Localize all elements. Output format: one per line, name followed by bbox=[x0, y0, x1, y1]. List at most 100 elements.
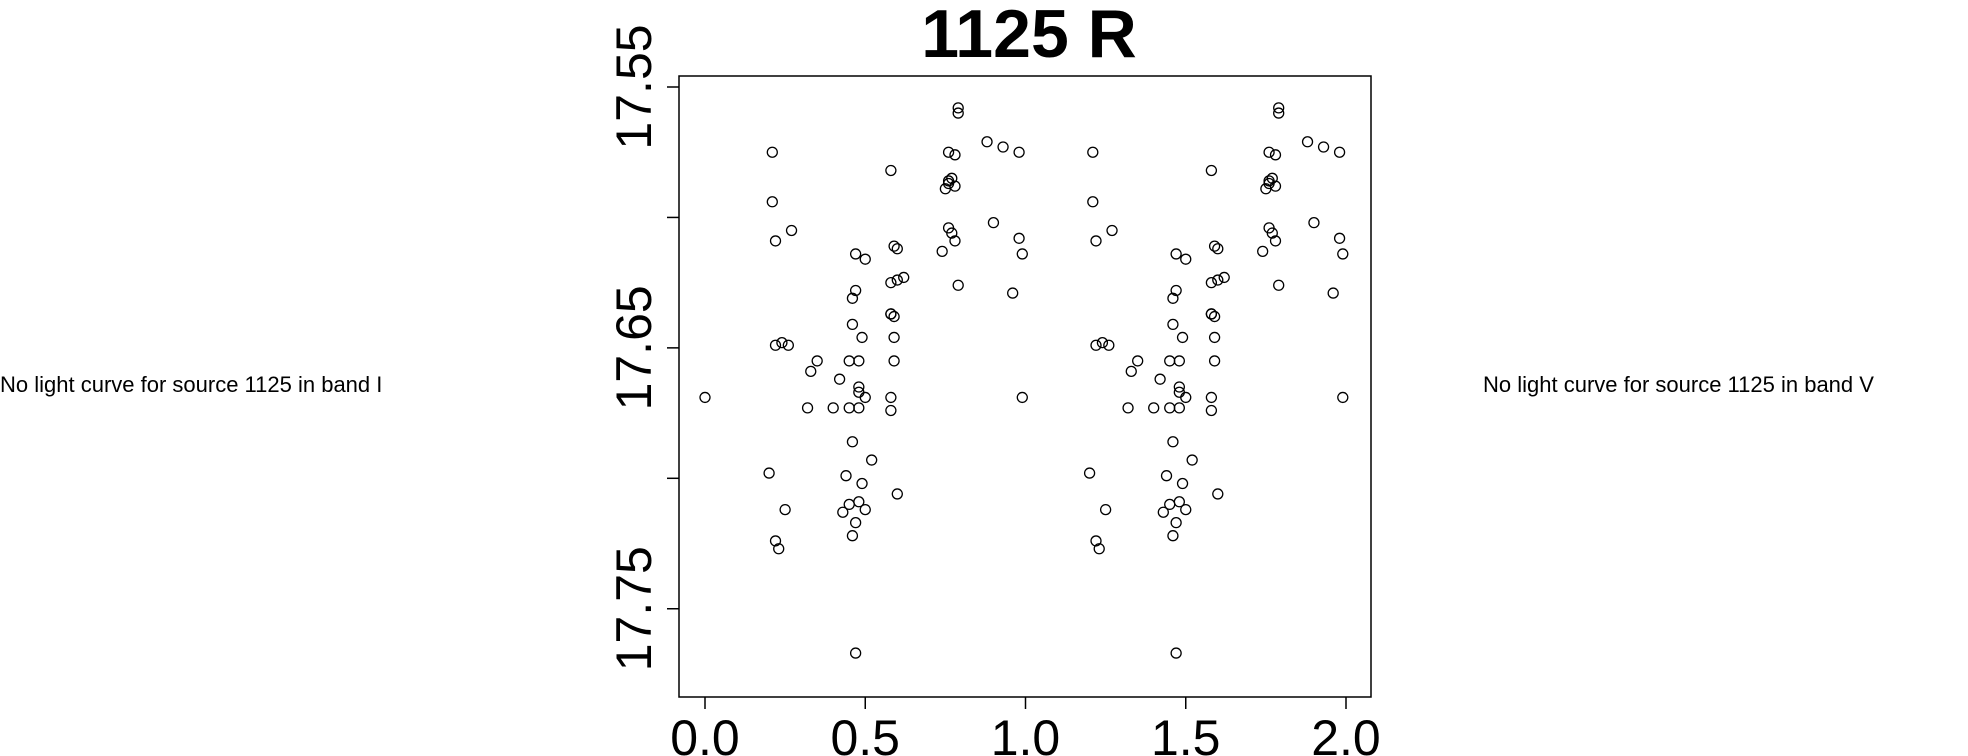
data-point bbox=[888, 331, 900, 344]
data-point bbox=[1157, 506, 1169, 518]
x-tick-label: 2.0 bbox=[1311, 710, 1381, 756]
data-point bbox=[946, 172, 958, 184]
no-curve-message-band-v: No light curve for source 1125 in band V bbox=[1483, 372, 1874, 397]
data-point bbox=[1212, 488, 1224, 500]
data-point bbox=[1164, 355, 1176, 367]
data-point bbox=[946, 227, 958, 239]
data-point bbox=[846, 436, 859, 448]
data-point bbox=[699, 391, 711, 404]
data-point bbox=[949, 235, 961, 247]
data-point bbox=[987, 217, 1000, 229]
data-point bbox=[952, 102, 964, 114]
data-point bbox=[888, 310, 900, 323]
data-point bbox=[891, 243, 903, 255]
data-point bbox=[766, 196, 778, 208]
data-point bbox=[1208, 310, 1221, 323]
data-point bbox=[1125, 365, 1137, 377]
data-point bbox=[885, 404, 897, 417]
data-point bbox=[801, 402, 814, 414]
data-point bbox=[1212, 274, 1224, 286]
y-axis: 17.55 17.65 17.75 bbox=[606, 24, 679, 671]
data-point bbox=[846, 530, 859, 542]
data-point bbox=[769, 339, 782, 351]
data-point bbox=[1087, 196, 1099, 208]
x-tick-label: 0.5 bbox=[830, 710, 900, 756]
data-point bbox=[1208, 355, 1221, 367]
data-point bbox=[997, 141, 1009, 153]
y-tick-label: 17.65 bbox=[606, 285, 662, 410]
y-tick-label: 17.75 bbox=[606, 546, 662, 671]
data-point bbox=[827, 402, 839, 414]
data-point bbox=[1205, 391, 1218, 404]
data-point bbox=[846, 292, 859, 304]
data-point bbox=[891, 274, 903, 286]
data-point bbox=[1154, 373, 1166, 385]
data-point bbox=[843, 402, 855, 414]
data-point bbox=[859, 391, 871, 404]
data-point bbox=[1180, 503, 1192, 516]
data-point bbox=[1099, 503, 1112, 516]
data-point bbox=[1167, 530, 1179, 542]
data-point bbox=[1186, 454, 1198, 466]
data-point bbox=[1160, 470, 1173, 482]
data-point bbox=[1205, 308, 1218, 320]
data-point bbox=[1263, 146, 1275, 158]
data-point bbox=[856, 477, 868, 490]
data-point bbox=[1337, 391, 1349, 404]
data-points bbox=[699, 102, 1349, 659]
data-point bbox=[1167, 436, 1179, 448]
data-point bbox=[766, 146, 778, 158]
data-point bbox=[1090, 339, 1102, 351]
data-point bbox=[843, 498, 855, 511]
data-point bbox=[853, 402, 865, 414]
data-point bbox=[849, 248, 862, 260]
data-point bbox=[1218, 271, 1230, 284]
data-point bbox=[1273, 102, 1285, 114]
data-point bbox=[1333, 232, 1346, 244]
data-point bbox=[1013, 146, 1025, 158]
x-tick-label: 1.0 bbox=[991, 710, 1061, 756]
data-point bbox=[1317, 141, 1330, 153]
data-point bbox=[1173, 355, 1185, 367]
data-point bbox=[1205, 404, 1218, 417]
data-point bbox=[1308, 217, 1320, 229]
data-point bbox=[866, 454, 878, 466]
data-point bbox=[1269, 149, 1282, 161]
data-point bbox=[942, 146, 955, 158]
data-point bbox=[936, 245, 948, 257]
data-point bbox=[1016, 391, 1028, 404]
data-point bbox=[1205, 164, 1218, 177]
data-point bbox=[1167, 318, 1179, 331]
data-point bbox=[773, 543, 785, 555]
data-point bbox=[891, 488, 903, 500]
x-tick-label: 0.0 bbox=[670, 710, 740, 756]
data-point bbox=[1173, 381, 1185, 393]
data-point bbox=[1212, 243, 1224, 255]
data-point bbox=[833, 373, 846, 385]
data-point bbox=[1273, 279, 1285, 291]
data-point bbox=[1170, 284, 1182, 297]
data-point bbox=[1170, 517, 1182, 529]
data-point bbox=[1327, 287, 1339, 299]
y-tick-label: 17.55 bbox=[606, 24, 662, 149]
data-point bbox=[1132, 355, 1144, 367]
data-point bbox=[853, 381, 865, 393]
data-point bbox=[1337, 248, 1349, 260]
data-point bbox=[1096, 337, 1109, 349]
data-point bbox=[1208, 331, 1221, 344]
data-point bbox=[1176, 477, 1189, 490]
data-point bbox=[1090, 235, 1102, 247]
data-point bbox=[846, 318, 859, 331]
data-point bbox=[1106, 224, 1118, 237]
data-point bbox=[1208, 240, 1221, 252]
data-point bbox=[1164, 498, 1176, 511]
data-point bbox=[1083, 467, 1096, 479]
chart-title: 1125 R bbox=[921, 0, 1137, 72]
data-point bbox=[1016, 248, 1028, 260]
data-point bbox=[949, 180, 961, 192]
data-point bbox=[853, 355, 865, 367]
x-axis: 0.0 0.5 1.0 1.5 2.0 bbox=[670, 697, 1381, 756]
data-point bbox=[856, 331, 868, 344]
no-curve-message-band-i: No light curve for source 1125 in band I bbox=[0, 372, 383, 397]
data-point bbox=[1333, 146, 1346, 158]
